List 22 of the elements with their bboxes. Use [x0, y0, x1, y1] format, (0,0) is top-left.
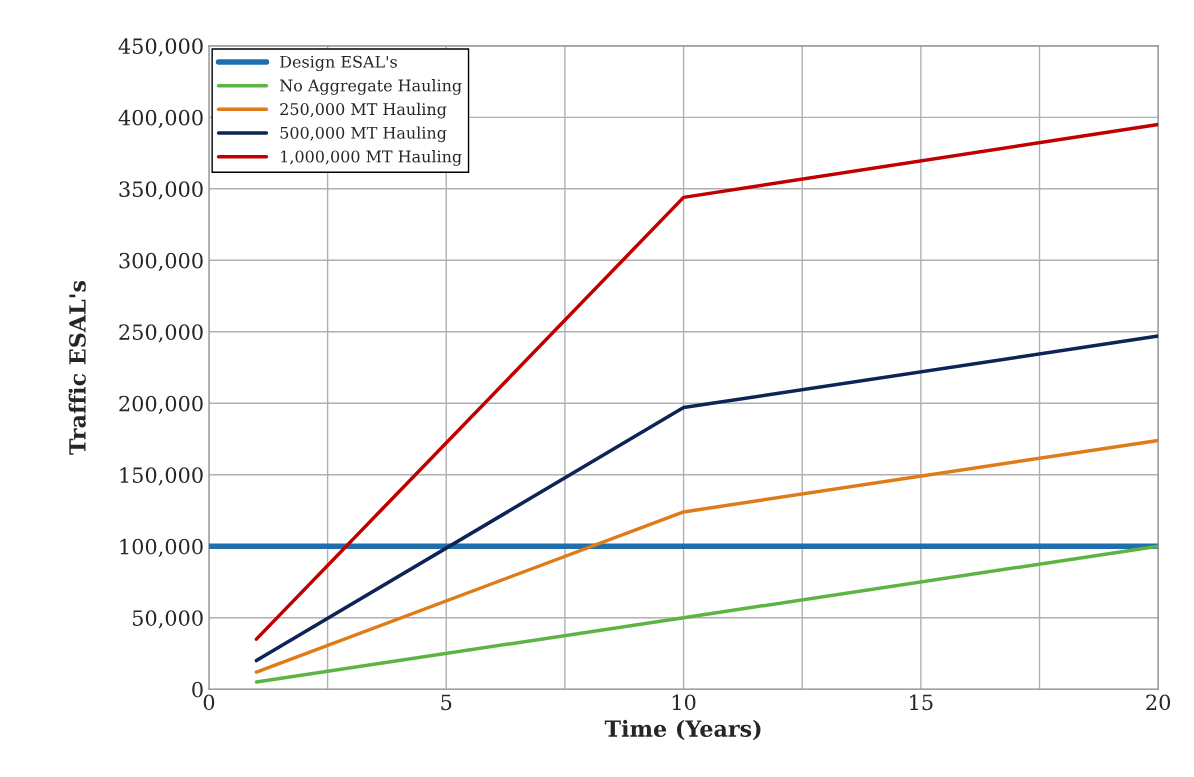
legend-label: 250,000 MT Hauling [280, 102, 447, 119]
y-tick-label: 100,000 [120, 538, 203, 557]
legend-label: No Aggregate Hauling [280, 79, 462, 95]
x-tick-label: 20 [1146, 694, 1171, 711]
x-axis-title: Time (Years) [604, 719, 761, 741]
legend-label: Design ESAL's [280, 55, 397, 72]
y-tick-label: 50,000 [132, 610, 203, 629]
y-tick-label: 150,000 [120, 467, 203, 486]
y-tick-label: 450,000 [118, 38, 203, 57]
legend-label: 500,000 MT Hauling [280, 126, 447, 143]
legend-label: 1,000,000 MT Hauling [281, 150, 462, 166]
y-tick-label: 250,000 [119, 324, 203, 343]
y-tick-label: 0 [192, 681, 203, 698]
x-tick-label: 0 [203, 694, 215, 711]
y-tick-label: 300,000 [119, 252, 203, 272]
y-tick-label: 200,000 [119, 395, 203, 415]
y-tick-label: 400,000 [118, 109, 203, 129]
y-axis-title: Traffic ESAL's [68, 280, 86, 455]
x-tick-label: 15 [910, 694, 933, 711]
x-tick-label: 5 [441, 694, 452, 711]
x-tick-label: 10 [672, 694, 696, 711]
y-tick-label: 350,000 [119, 181, 203, 200]
